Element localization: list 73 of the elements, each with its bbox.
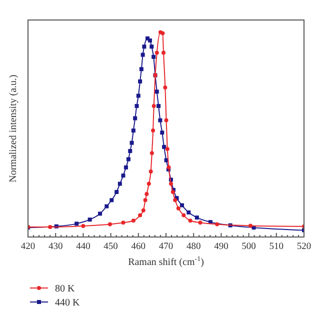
x-tick-label: 450 xyxy=(104,242,118,252)
point xyxy=(168,182,173,186)
point xyxy=(121,174,126,178)
point xyxy=(104,204,109,208)
point xyxy=(126,157,130,162)
point xyxy=(148,169,153,174)
point xyxy=(146,182,151,186)
point xyxy=(118,182,122,186)
point xyxy=(156,104,161,108)
point xyxy=(131,128,136,133)
point xyxy=(194,216,199,220)
point xyxy=(140,52,145,57)
point xyxy=(188,218,192,223)
point xyxy=(121,220,126,225)
point xyxy=(154,50,159,55)
point xyxy=(143,198,148,202)
point xyxy=(151,128,156,133)
point xyxy=(150,44,154,49)
point xyxy=(131,218,136,223)
point xyxy=(130,140,134,145)
point xyxy=(160,31,165,36)
point xyxy=(163,86,168,90)
point xyxy=(74,222,79,226)
x-tick-label: 520 xyxy=(296,242,312,252)
point xyxy=(215,222,220,226)
point xyxy=(139,67,144,72)
point xyxy=(154,90,159,94)
x-tick-label: 480 xyxy=(186,242,201,252)
x-axis-title: Raman shift (cm$^{-1}$) xyxy=(128,255,204,268)
point xyxy=(134,104,139,108)
point xyxy=(152,104,156,108)
point xyxy=(164,118,168,122)
point xyxy=(150,151,154,156)
x-tick-label: 440 xyxy=(76,242,91,252)
x-tick-label: 420 xyxy=(20,242,36,252)
point xyxy=(165,146,170,151)
point xyxy=(48,224,52,229)
point xyxy=(162,50,166,55)
point xyxy=(114,190,119,194)
point xyxy=(142,44,146,49)
legend-label: 440 K xyxy=(55,298,80,308)
point xyxy=(110,198,114,202)
point xyxy=(98,212,102,216)
point xyxy=(128,149,132,154)
point xyxy=(186,210,191,214)
point xyxy=(248,224,252,228)
y-axis-title: Normalized intensity (a.u.) xyxy=(8,74,19,182)
legend-label: 80 K xyxy=(55,284,76,294)
point xyxy=(124,165,128,170)
x-tick-label: 510 xyxy=(269,242,284,252)
point xyxy=(176,206,180,210)
point xyxy=(160,130,164,135)
point xyxy=(182,213,186,218)
point xyxy=(148,38,152,42)
point xyxy=(152,54,156,59)
point xyxy=(141,208,146,212)
point xyxy=(88,218,92,222)
point xyxy=(138,213,142,218)
point xyxy=(158,118,162,122)
point xyxy=(108,222,112,226)
point xyxy=(144,192,149,196)
point xyxy=(138,79,142,84)
x-tick-label: 430 xyxy=(48,242,63,252)
x-tick-label: 490 xyxy=(214,242,229,252)
point xyxy=(180,203,184,208)
point xyxy=(136,94,140,98)
point xyxy=(198,220,202,225)
point xyxy=(81,224,86,228)
point xyxy=(133,116,138,120)
point xyxy=(162,144,166,149)
x-tick-label: 500 xyxy=(242,242,256,252)
x-tick-label: 460 xyxy=(131,242,146,252)
x-tick-label: 470 xyxy=(158,242,174,252)
